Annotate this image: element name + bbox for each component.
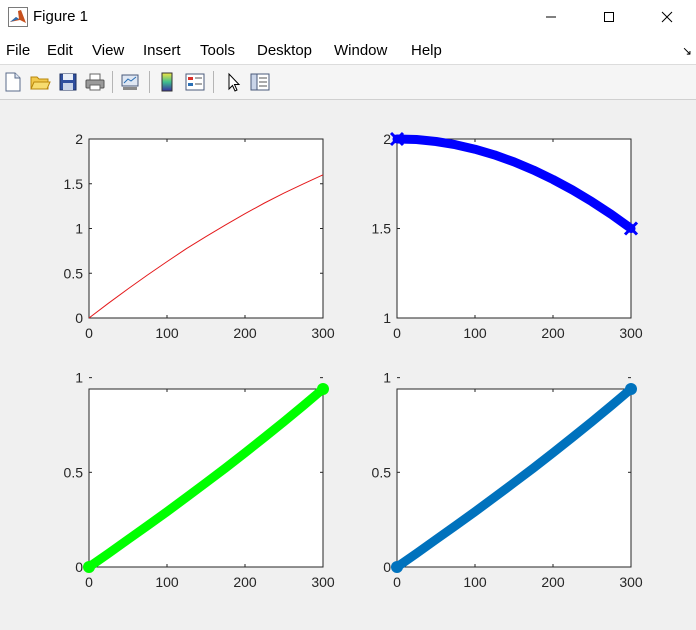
y-tick-label: 2: [75, 131, 83, 147]
x-tick-label: 200: [541, 325, 565, 341]
y-tick-label: 2: [383, 131, 391, 147]
series-start-marker: [83, 561, 95, 573]
subplot-1: 0 100 200 300 0 0.5 1 1.5 2: [64, 131, 335, 341]
x-tick-label: 100: [155, 574, 179, 590]
x-tick-label: 100: [463, 325, 487, 341]
plot-browser-icon: [250, 73, 270, 91]
x-tick-label: 300: [619, 574, 643, 590]
menu-view[interactable]: View: [92, 42, 125, 59]
y-tick-label: 0.5: [372, 464, 392, 480]
print-button[interactable]: [84, 71, 106, 93]
open-folder-icon: [30, 76, 51, 90]
x-tick-label: 0: [85, 574, 93, 590]
series-start-marker: [389, 131, 405, 147]
subplot-4: 0 100 200 300 0 0.5 1: [372, 370, 643, 590]
plot-area: [396, 138, 632, 319]
x-tick-label: 100: [463, 574, 487, 590]
menu-desktop[interactable]: Desktop: [257, 42, 313, 59]
x-tick-label: 300: [619, 325, 643, 341]
x-tick-label: 100: [155, 325, 179, 341]
menu-window[interactable]: Window: [334, 42, 388, 59]
y-tick-label: 1: [383, 310, 391, 326]
menu-file[interactable]: File: [6, 42, 31, 59]
y-tick-label: 1: [75, 221, 83, 237]
window-title: Figure 1: [33, 8, 89, 25]
new-figure-button[interactable]: [2, 71, 24, 93]
x-tick-label: 0: [393, 574, 401, 590]
menu-help[interactable]: Help: [411, 42, 442, 59]
edit-plot-button[interactable]: [222, 71, 244, 93]
series-line-1: [84, 384, 328, 572]
pointer-arrow-icon: [228, 72, 241, 92]
toolbar: [0, 64, 696, 100]
x-tick-label: 300: [311, 574, 335, 590]
toolbar-separator: [112, 71, 113, 93]
series-end-marker: [625, 383, 637, 395]
title-bar: Figure 1: [0, 0, 696, 34]
legend-icon: [185, 73, 205, 91]
legend-button[interactable]: [184, 71, 206, 93]
subplot-2: 0 100 200 300 1 1.5 2: [372, 131, 643, 341]
x-tick-label: 300: [311, 325, 335, 341]
series-line-1: [392, 384, 636, 572]
series-line-1: [88, 174, 324, 319]
link-plot-button[interactable]: [119, 71, 141, 93]
minimize-icon: [546, 16, 556, 18]
save-button[interactable]: [57, 71, 79, 93]
menu-bar: File Edit View Insert Tools Desktop Wind…: [0, 34, 696, 64]
matlab-logo-icon: [8, 7, 28, 27]
series-end-marker: [317, 383, 329, 395]
close-icon: [661, 11, 673, 23]
toolbar-separator: [213, 71, 214, 93]
plot-tools-button[interactable]: [249, 71, 271, 93]
y-tick-label: 1.5: [64, 176, 84, 192]
minimize-button[interactable]: [528, 0, 574, 34]
x-tick-label: 0: [85, 325, 93, 341]
menu-insert[interactable]: Insert: [143, 42, 181, 59]
series-end-marker: [623, 221, 639, 236]
y-tick-label: 0: [75, 310, 83, 326]
toolbar-separator: [149, 71, 150, 93]
figure-canvas: 0 100 200 300 0 0.5 1 1.5 2 0 100 200 300 1 1.5 2 0 100 20…: [0, 99, 696, 625]
colorbar-icon: [161, 72, 173, 92]
subplot-3: 0 100 200 300 0 0.5 1: [64, 370, 335, 590]
x-tick-label: 200: [541, 574, 565, 590]
y-tick-label: 1: [383, 370, 391, 386]
y-tick-label: 0.5: [64, 464, 84, 480]
y-tick-label: 0: [75, 559, 83, 575]
maximize-button[interactable]: [586, 0, 632, 34]
link-plot-icon: [121, 74, 139, 90]
dock-arrow-icon[interactable]: ↘: [682, 44, 693, 58]
x-tick-label: 200: [233, 325, 257, 341]
maximize-icon: [604, 12, 614, 22]
close-button[interactable]: [644, 0, 690, 34]
new-file-icon: [5, 72, 21, 92]
series-line-1: [392, 134, 636, 233]
plot-area: [88, 138, 324, 319]
printer-icon: [85, 73, 105, 91]
x-tick-label: 0: [393, 325, 401, 341]
save-icon: [59, 73, 77, 91]
menu-edit[interactable]: Edit: [47, 42, 73, 59]
menu-tools[interactable]: Tools: [200, 42, 236, 59]
open-file-button[interactable]: [29, 71, 51, 93]
x-tick-label: 200: [233, 574, 257, 590]
y-tick-label: 1.5: [372, 221, 392, 237]
colorbar-button[interactable]: [156, 71, 178, 93]
y-tick-label: 0.5: [64, 265, 84, 281]
series-start-marker: [391, 561, 403, 573]
y-tick-label: 0: [383, 559, 391, 575]
y-tick-label: 1: [75, 370, 83, 386]
